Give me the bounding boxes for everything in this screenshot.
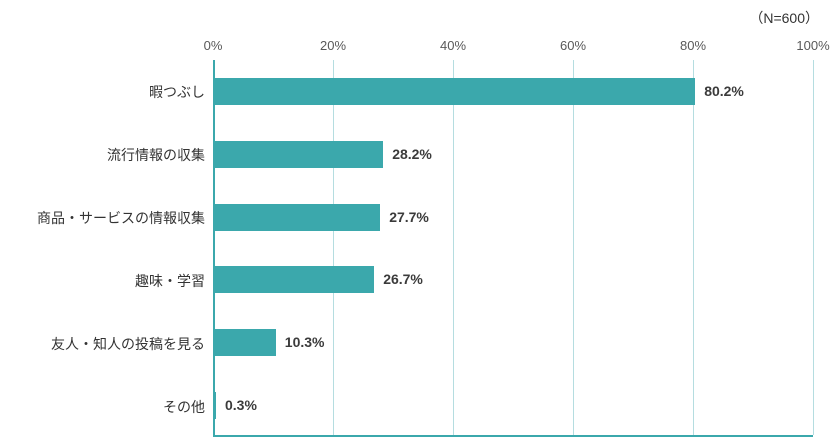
bar <box>214 140 384 168</box>
category-label: その他 <box>163 398 205 415</box>
category-label: 商品・サービスの情報収集 <box>37 210 205 227</box>
x-tick-label: 40% <box>439 38 467 53</box>
y-axis-line <box>213 60 215 435</box>
gridline <box>693 60 694 435</box>
value-label: 28.2% <box>392 145 432 162</box>
gridline <box>333 60 334 435</box>
x-tick-label: 60% <box>559 38 587 53</box>
gridline <box>453 60 454 435</box>
plot-area: 80.2% 28.2% 27.7% 26.7% 10.3% 0.3% <box>213 60 814 437</box>
category-label: 友人・知人の投稿を見る <box>51 335 205 352</box>
bar <box>214 392 216 420</box>
bar <box>214 203 381 231</box>
value-label: 10.3% <box>284 334 325 351</box>
sample-size-note: （N=600） <box>749 10 819 26</box>
x-tick-label: 20% <box>319 38 347 53</box>
x-tick-label: 80% <box>679 38 707 53</box>
category-label: 流行情報の収集 <box>107 147 205 164</box>
category-label: 趣味・学習 <box>135 272 205 289</box>
value-label: 0.3% <box>225 397 257 414</box>
x-tick-label: 100% <box>796 38 830 53</box>
bar <box>214 77 696 105</box>
value-label: 26.7% <box>383 271 423 288</box>
value-label: 80.2% <box>704 82 744 99</box>
bar <box>214 329 276 357</box>
x-tick-label: 0% <box>203 38 223 53</box>
bar <box>214 266 375 294</box>
value-label: 27.7% <box>389 208 429 225</box>
gridline <box>573 60 574 435</box>
gridline <box>813 60 814 435</box>
category-label: 暇つぶし <box>149 84 205 101</box>
